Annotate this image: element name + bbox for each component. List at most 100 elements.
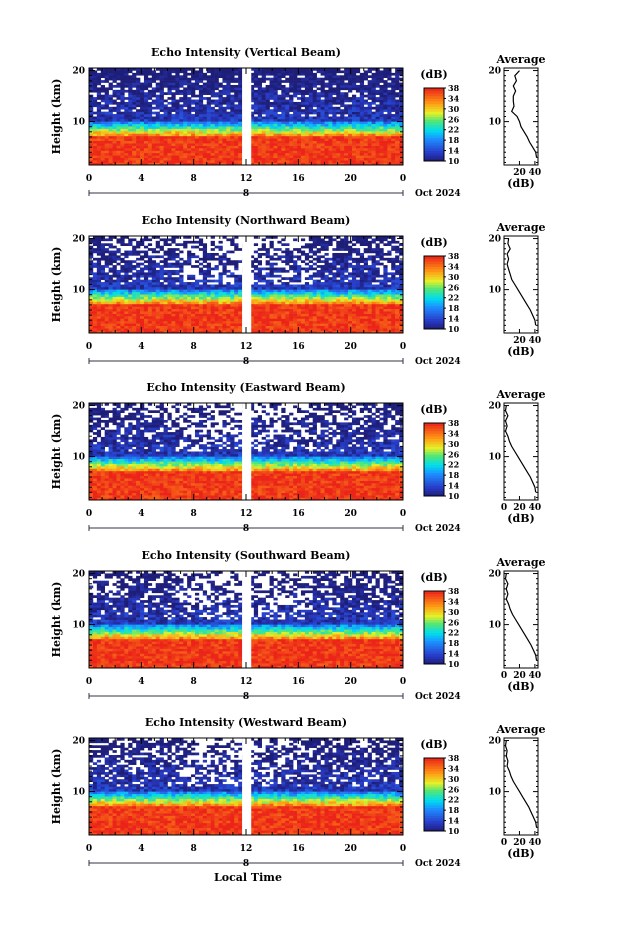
heatmap-cell	[289, 289, 294, 293]
heatmap-cell	[363, 77, 368, 81]
heatmap-cell	[116, 109, 121, 112]
heatmap-cell	[191, 308, 196, 312]
heatmap-cell	[104, 257, 109, 261]
heatmap-cell	[289, 279, 294, 283]
heatmap-cell	[359, 116, 365, 120]
heatmap-cell	[257, 272, 262, 276]
heatmap-cell	[167, 70, 172, 74]
heatmap-cell	[226, 155, 231, 159]
heatmap-cell	[379, 77, 384, 81]
heatmap-cell	[100, 126, 105, 129]
heatmap-cell	[198, 75, 204, 78]
heatmap-cell	[191, 133, 196, 137]
heatmap-cell	[159, 291, 164, 295]
heatmap-cell	[210, 118, 215, 122]
heatmap-cell	[222, 118, 227, 122]
heatmap-cell	[171, 123, 176, 127]
heatmap-cell	[214, 252, 219, 256]
heatmap-cell	[143, 277, 149, 280]
heatmap-cell	[191, 126, 196, 129]
heatmap-cell	[234, 286, 239, 290]
heatmap-cell	[171, 252, 176, 256]
heatmap-cell	[167, 150, 172, 154]
heatmap-cell	[257, 316, 262, 319]
heatmap-cell	[391, 92, 396, 95]
heatmap-cell	[277, 143, 282, 146]
heatmap-cell	[285, 318, 290, 322]
heatmap-cell	[194, 121, 200, 125]
heatmap-cell	[140, 316, 145, 319]
heatmap-cell	[273, 286, 278, 290]
heatmap-cell	[155, 152, 160, 156]
heatmap-cell	[191, 265, 196, 268]
heatmap-cell	[391, 143, 396, 146]
heatmap-cell	[308, 325, 314, 329]
heatmap-cell	[218, 72, 223, 76]
heatmap-cell	[304, 138, 310, 142]
heatmap-cell	[379, 89, 384, 93]
heatmap-cell	[300, 252, 306, 256]
heatmap-cell	[340, 99, 345, 103]
heatmap-cell	[155, 75, 160, 78]
heatmap-cell	[222, 152, 227, 156]
heatmap-cell	[340, 121, 345, 125]
heatmap-cell	[167, 265, 172, 268]
heatmap-cell	[383, 82, 388, 86]
heatmap-cell	[108, 267, 113, 271]
heatmap-cell	[379, 84, 384, 88]
heatmap-cell	[234, 140, 239, 144]
heatmap-cell	[383, 104, 388, 108]
heatmap-cell	[277, 106, 282, 110]
heatmap-cell	[328, 138, 333, 142]
heatmap-cell	[336, 160, 341, 163]
heatmap-cell	[96, 308, 102, 312]
heatmap-cell	[289, 97, 294, 100]
heatmap-cell	[210, 289, 215, 293]
heatmap-cell	[293, 75, 298, 78]
heatmap-cell	[112, 118, 117, 122]
heatmap-cell	[359, 155, 365, 159]
heatmap-cell	[143, 265, 149, 268]
heatmap-cell	[226, 133, 231, 137]
heatmap-cell	[285, 162, 290, 166]
heatmap-cell	[175, 269, 180, 273]
heatmap-cell	[202, 291, 208, 295]
heatmap-cell	[387, 160, 392, 163]
heatmap-cell	[269, 289, 274, 293]
heatmap-cell	[285, 116, 290, 120]
heatmap-cell	[324, 143, 329, 146]
heatmap-cell	[159, 123, 164, 127]
heatmap-cell	[89, 272, 94, 276]
heatmap-cell	[293, 330, 298, 334]
heatmap-cell	[132, 296, 137, 300]
heatmap-cell	[324, 138, 329, 142]
heatmap-cell	[96, 138, 102, 142]
heatmap-cell	[194, 255, 200, 259]
heatmap-cell	[273, 236, 278, 239]
heatmap-cell	[167, 313, 172, 317]
heatmap-cell	[210, 72, 215, 76]
heatmap-cell	[379, 87, 384, 91]
heatmap-cell	[399, 116, 404, 120]
heatmap-cell	[367, 150, 372, 154]
heatmap-cell	[155, 104, 160, 108]
heatmap-cell	[159, 306, 164, 310]
heatmap-cell	[297, 277, 302, 280]
heatmap-cell	[300, 138, 306, 142]
heatmap-cell	[300, 94, 306, 98]
heatmap-cell	[187, 308, 192, 312]
heatmap-cell	[234, 111, 239, 115]
heatmap-cell	[257, 104, 262, 108]
heatmap-cell	[167, 286, 172, 290]
heatmap-cell	[300, 128, 306, 132]
heatmap-cell	[108, 279, 113, 283]
heatmap-cell	[375, 131, 380, 134]
colorbar-band	[424, 116, 444, 120]
heatmap-cell	[222, 272, 227, 276]
heatmap-cell	[304, 155, 310, 159]
heatmap-cell	[383, 97, 388, 100]
heatmap-cell	[375, 143, 380, 146]
heatmap-cell	[230, 138, 235, 142]
heatmap-cell	[210, 328, 215, 331]
heatmap-cell	[194, 286, 200, 290]
